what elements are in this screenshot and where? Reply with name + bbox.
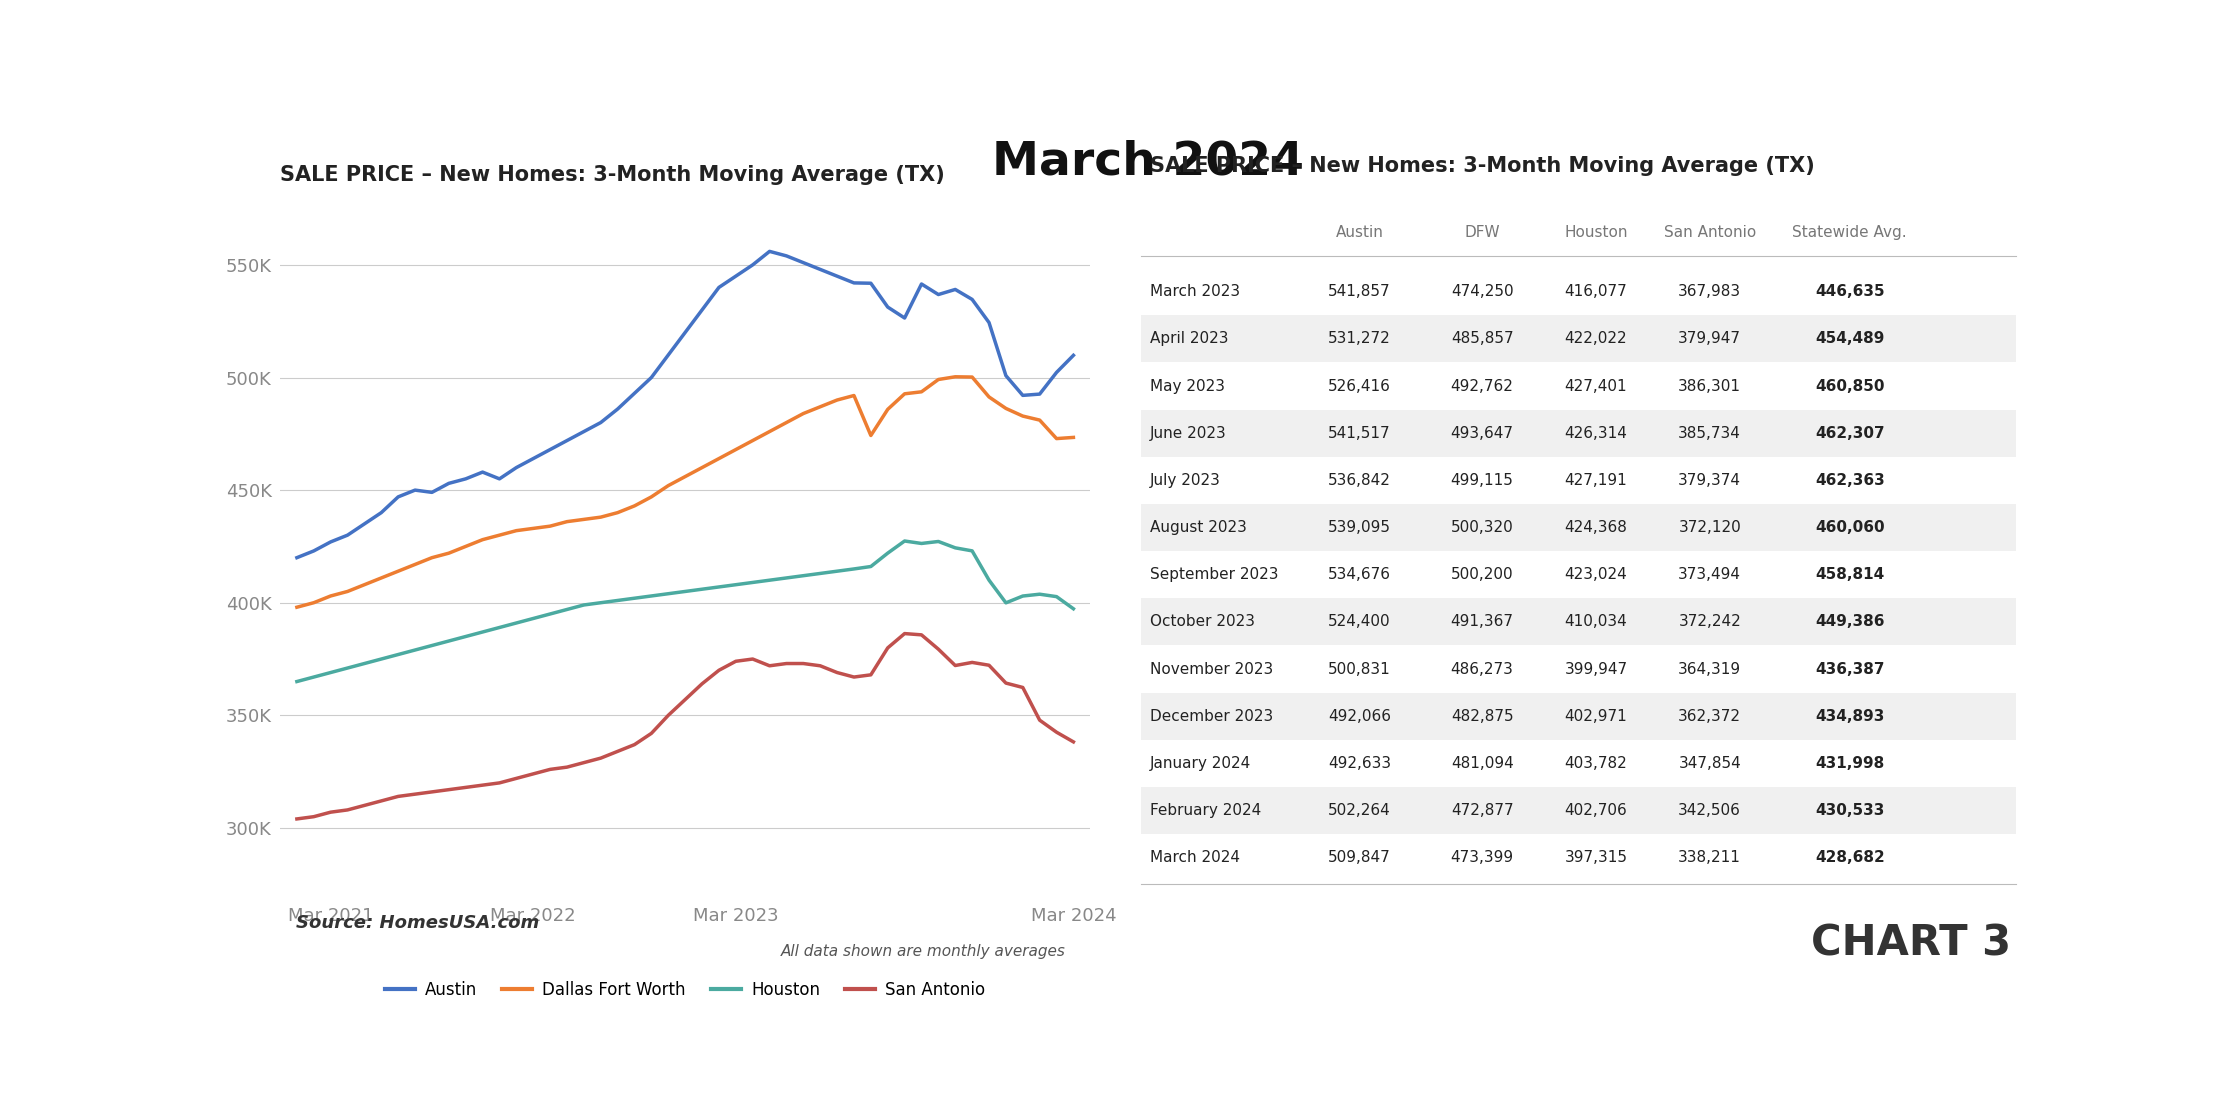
- Text: March 2023: March 2023: [1149, 284, 1239, 299]
- Text: 338,211: 338,211: [1678, 850, 1740, 866]
- Text: CHART 3: CHART 3: [1810, 922, 2012, 964]
- Text: 541,857: 541,857: [1328, 284, 1391, 299]
- Text: 434,893: 434,893: [1814, 708, 1884, 724]
- Text: Source: HomesUSA.com: Source: HomesUSA.com: [296, 913, 540, 932]
- Text: Statewide Avg.: Statewide Avg.: [1792, 225, 1906, 240]
- Text: 492,066: 492,066: [1328, 708, 1391, 724]
- Text: 372,242: 372,242: [1678, 614, 1740, 630]
- Text: 416,077: 416,077: [1564, 284, 1626, 299]
- Text: January 2024: January 2024: [1149, 756, 1250, 770]
- Text: 373,494: 373,494: [1678, 567, 1740, 582]
- Text: 449,386: 449,386: [1814, 614, 1884, 630]
- Text: 539,095: 539,095: [1328, 520, 1391, 535]
- Text: 492,762: 492,762: [1452, 379, 1514, 393]
- Text: 485,857: 485,857: [1452, 331, 1514, 346]
- Text: 385,734: 385,734: [1678, 426, 1740, 441]
- Text: 462,307: 462,307: [1814, 426, 1884, 441]
- Text: 493,647: 493,647: [1452, 426, 1514, 441]
- Text: 403,782: 403,782: [1564, 756, 1626, 770]
- Text: February 2024: February 2024: [1149, 803, 1261, 818]
- Text: 428,682: 428,682: [1814, 850, 1884, 866]
- Text: 446,635: 446,635: [1814, 284, 1884, 299]
- FancyBboxPatch shape: [1140, 504, 2016, 551]
- Text: 427,191: 427,191: [1564, 473, 1626, 488]
- Text: 502,264: 502,264: [1328, 803, 1391, 818]
- Text: 402,971: 402,971: [1564, 708, 1626, 724]
- Text: 342,506: 342,506: [1678, 803, 1740, 818]
- Text: June 2023: June 2023: [1149, 426, 1225, 441]
- Text: 422,022: 422,022: [1564, 331, 1626, 346]
- Text: 534,676: 534,676: [1328, 567, 1391, 582]
- Text: 499,115: 499,115: [1452, 473, 1514, 488]
- Text: 423,024: 423,024: [1564, 567, 1626, 582]
- FancyBboxPatch shape: [1140, 787, 2016, 835]
- Text: November 2023: November 2023: [1149, 662, 1272, 676]
- Text: 531,272: 531,272: [1328, 331, 1391, 346]
- Text: 427,401: 427,401: [1564, 379, 1626, 393]
- Text: September 2023: September 2023: [1149, 567, 1279, 582]
- Text: 500,200: 500,200: [1452, 567, 1514, 582]
- Text: 426,314: 426,314: [1564, 426, 1628, 441]
- Text: December 2023: December 2023: [1149, 708, 1272, 724]
- Text: 372,120: 372,120: [1678, 520, 1740, 535]
- Text: 500,320: 500,320: [1452, 520, 1514, 535]
- Text: 472,877: 472,877: [1452, 803, 1514, 818]
- FancyBboxPatch shape: [1140, 410, 2016, 457]
- Text: 399,947: 399,947: [1564, 662, 1628, 676]
- Text: 462,363: 462,363: [1814, 473, 1884, 488]
- Text: 454,489: 454,489: [1814, 331, 1884, 346]
- Text: 430,533: 430,533: [1814, 803, 1884, 818]
- Text: 500,831: 500,831: [1328, 662, 1391, 676]
- Text: August 2023: August 2023: [1149, 520, 1245, 535]
- Text: 460,850: 460,850: [1814, 379, 1884, 393]
- Text: 424,368: 424,368: [1564, 520, 1628, 535]
- Text: 541,517: 541,517: [1328, 426, 1391, 441]
- FancyBboxPatch shape: [1140, 693, 2016, 739]
- Text: 379,374: 379,374: [1678, 473, 1740, 488]
- Text: 482,875: 482,875: [1452, 708, 1514, 724]
- Text: 379,947: 379,947: [1678, 331, 1740, 346]
- Text: 491,367: 491,367: [1452, 614, 1514, 630]
- Text: 460,060: 460,060: [1814, 520, 1884, 535]
- Text: SALE PRICE – New Homes: 3-Month Moving Average (TX): SALE PRICE – New Homes: 3-Month Moving A…: [280, 165, 945, 185]
- Text: 397,315: 397,315: [1564, 850, 1628, 866]
- Text: 410,034: 410,034: [1564, 614, 1626, 630]
- Text: 364,319: 364,319: [1678, 662, 1740, 676]
- Text: July 2023: July 2023: [1149, 473, 1221, 488]
- Text: April 2023: April 2023: [1149, 331, 1228, 346]
- Text: 386,301: 386,301: [1678, 379, 1740, 393]
- Text: All data shown are monthly averages: All data shown are monthly averages: [782, 944, 1066, 960]
- Text: March 2024: March 2024: [992, 139, 1304, 185]
- Text: SALE PRICE – New Homes: 3-Month Moving Average (TX): SALE PRICE – New Homes: 3-Month Moving A…: [1149, 156, 1814, 176]
- Text: 481,094: 481,094: [1452, 756, 1514, 770]
- Text: Austin: Austin: [1335, 225, 1384, 240]
- Text: 474,250: 474,250: [1452, 284, 1514, 299]
- Text: May 2023: May 2023: [1149, 379, 1225, 393]
- FancyBboxPatch shape: [1140, 598, 2016, 645]
- Text: 524,400: 524,400: [1328, 614, 1391, 630]
- Text: 402,706: 402,706: [1564, 803, 1626, 818]
- Legend: Austin, Dallas Fort Worth, Houston, San Antonio: Austin, Dallas Fort Worth, Houston, San …: [379, 974, 992, 1006]
- Text: Houston: Houston: [1564, 225, 1628, 240]
- Text: 347,854: 347,854: [1678, 756, 1740, 770]
- Text: March 2024: March 2024: [1149, 850, 1239, 866]
- Text: 473,399: 473,399: [1452, 850, 1514, 866]
- Text: 492,633: 492,633: [1328, 756, 1391, 770]
- Text: 526,416: 526,416: [1328, 379, 1391, 393]
- Text: 436,387: 436,387: [1814, 662, 1884, 676]
- Text: 431,998: 431,998: [1814, 756, 1884, 770]
- Text: 509,847: 509,847: [1328, 850, 1391, 866]
- Text: 486,273: 486,273: [1452, 662, 1514, 676]
- Text: 458,814: 458,814: [1814, 567, 1884, 582]
- Text: DFW: DFW: [1465, 225, 1501, 240]
- Text: San Antonio: San Antonio: [1664, 225, 1756, 240]
- Text: October 2023: October 2023: [1149, 614, 1254, 630]
- Text: 367,983: 367,983: [1678, 284, 1740, 299]
- Text: 536,842: 536,842: [1328, 473, 1391, 488]
- Text: 362,372: 362,372: [1678, 708, 1740, 724]
- FancyBboxPatch shape: [1140, 315, 2016, 362]
